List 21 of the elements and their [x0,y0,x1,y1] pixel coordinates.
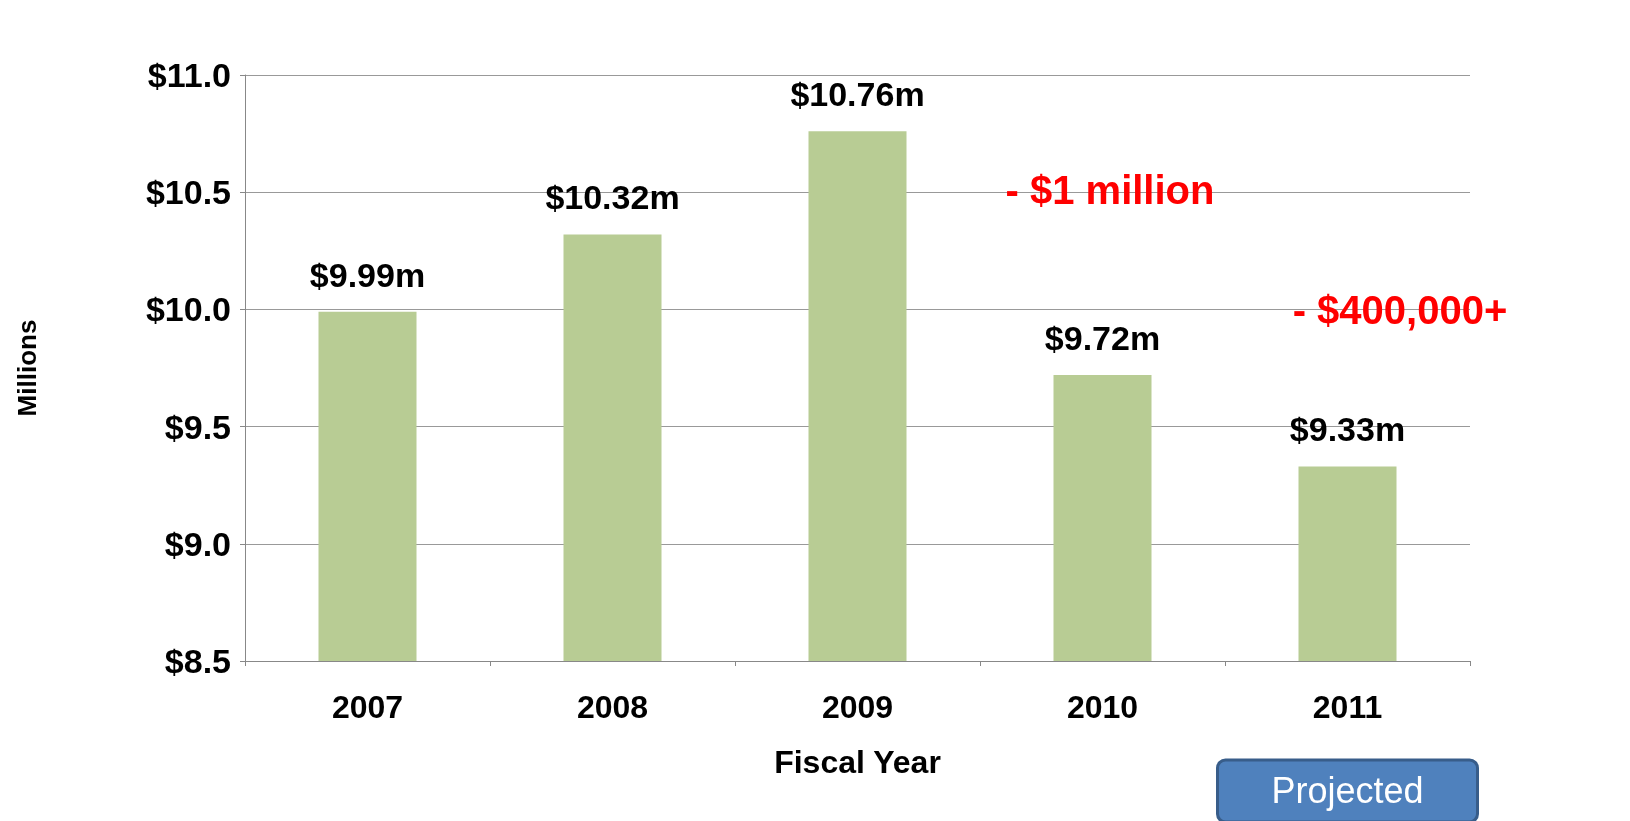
x-tick-label: 2008 [576,689,649,725]
annotation: - $400,000+ [1292,288,1508,332]
y-tick-label: $10.0 [145,290,231,329]
x-tick-label: 2007 [331,689,404,725]
y-tick-label: $10.5 [145,173,231,212]
data-label: $10.76m [790,75,925,114]
y-tick-label: $9.0 [164,524,231,563]
text: Projected [1271,769,1424,811]
y-axis-title: Millions [12,319,42,417]
data-label: $9.33m [1289,410,1406,449]
x-tick-label: 2010 [1066,689,1139,725]
y-tick-label: $11.0 [147,56,231,94]
y-tick-label: $8.5 [164,642,231,680]
data-label: $9.72m [1044,319,1161,358]
data-label: $10.32m [545,178,680,217]
x-axis-title: Fiscal Year [774,744,941,780]
y-tick-label: $9.5 [164,407,231,446]
x-tick-label: 2009 [821,689,894,725]
data-label: $9.99m [309,255,426,294]
annotation: - $1 million [1005,168,1215,212]
x-tick-label: 2011 [1312,689,1383,725]
